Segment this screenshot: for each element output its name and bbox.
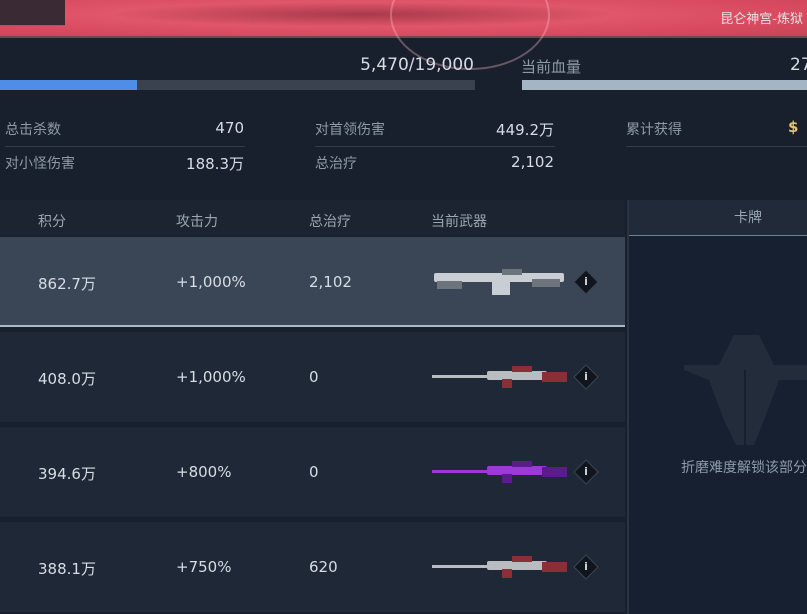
player-row[interactable]: 408.0万 +1,000% 0 i	[0, 332, 625, 422]
header-score: 积分	[38, 214, 66, 230]
row-heal: 0	[309, 368, 319, 386]
row-attack: +1,000%	[176, 368, 246, 386]
weapon-purple-sniper-rifle-icon	[432, 461, 567, 483]
row-score: 394.6万	[38, 465, 96, 483]
progress-fill	[0, 80, 137, 90]
info-icon: i	[584, 275, 588, 288]
map-banner: 昆仑神宫-炼狱	[0, 0, 807, 70]
location-label: 昆仑神宫-炼狱	[720, 12, 803, 27]
row-heal: 0	[309, 463, 319, 481]
player-row[interactable]: 862.7万 +1,000% 2,102 i	[0, 237, 625, 327]
cards-panel: 卡牌 折磨难度解锁该部分	[627, 200, 807, 614]
weapon-info-button[interactable]: i	[573, 554, 599, 580]
stat-label-boss-damage: 对首领伤害	[315, 122, 385, 138]
stat-value-boss-damage: 449.2万	[496, 121, 554, 139]
row-attack: +1,000%	[176, 273, 246, 291]
stat-value-minion-damage: 188.3万	[186, 155, 244, 173]
progress-bar	[0, 80, 475, 90]
weapon-info-button[interactable]: i	[573, 269, 599, 295]
header-weapon: 当前武器	[431, 214, 487, 230]
weapon-info-button[interactable]: i	[573, 459, 599, 485]
weapon-info-button[interactable]: i	[573, 364, 599, 390]
player-row[interactable]: 388.1万 +750% 620 i	[0, 522, 625, 612]
banner-thumbnail	[0, 0, 65, 26]
weapon-white-rifle-icon	[434, 269, 564, 295]
divider	[5, 146, 245, 147]
currency-icon: $	[788, 118, 799, 136]
divider	[626, 146, 807, 147]
info-icon: i	[584, 560, 588, 573]
cards-locked-text: 折磨难度解锁该部分	[681, 460, 807, 476]
hp-bar	[522, 80, 807, 90]
stat-value-total-heal: 2,102	[511, 153, 554, 171]
row-heal: 620	[309, 558, 338, 576]
header-attack: 攻击力	[176, 214, 218, 230]
stat-label-earned: 累计获得	[626, 122, 682, 138]
stat-value-kills: 470	[215, 119, 244, 137]
stat-label-total-heal: 总治疗	[315, 156, 357, 172]
hp-value: 27	[790, 55, 807, 75]
row-heal: 2,102	[309, 273, 352, 291]
row-score: 862.7万	[38, 275, 96, 293]
table-header	[0, 200, 625, 236]
stat-label-minion-damage: 对小怪伤害	[5, 156, 75, 172]
header-heal: 总治疗	[309, 214, 351, 230]
row-attack: +800%	[176, 463, 232, 481]
player-row[interactable]: 394.6万 +800% 0 i	[0, 427, 625, 517]
info-icon: i	[584, 465, 588, 478]
hp-label: 当前血量	[521, 58, 582, 76]
row-score: 408.0万	[38, 370, 96, 388]
info-icon: i	[584, 370, 588, 383]
row-score: 388.1万	[38, 560, 96, 578]
divider	[315, 146, 555, 147]
locked-emblem-icon	[684, 335, 807, 445]
weapon-red-sniper-rifle-icon	[432, 366, 567, 388]
weapon-red-sniper-rifle-icon	[432, 556, 567, 578]
progress-value: 5,470/19,000	[360, 55, 474, 75]
row-attack: +750%	[176, 558, 232, 576]
stat-label-kills: 总击杀数	[5, 122, 61, 138]
cards-header: 卡牌	[629, 200, 807, 236]
